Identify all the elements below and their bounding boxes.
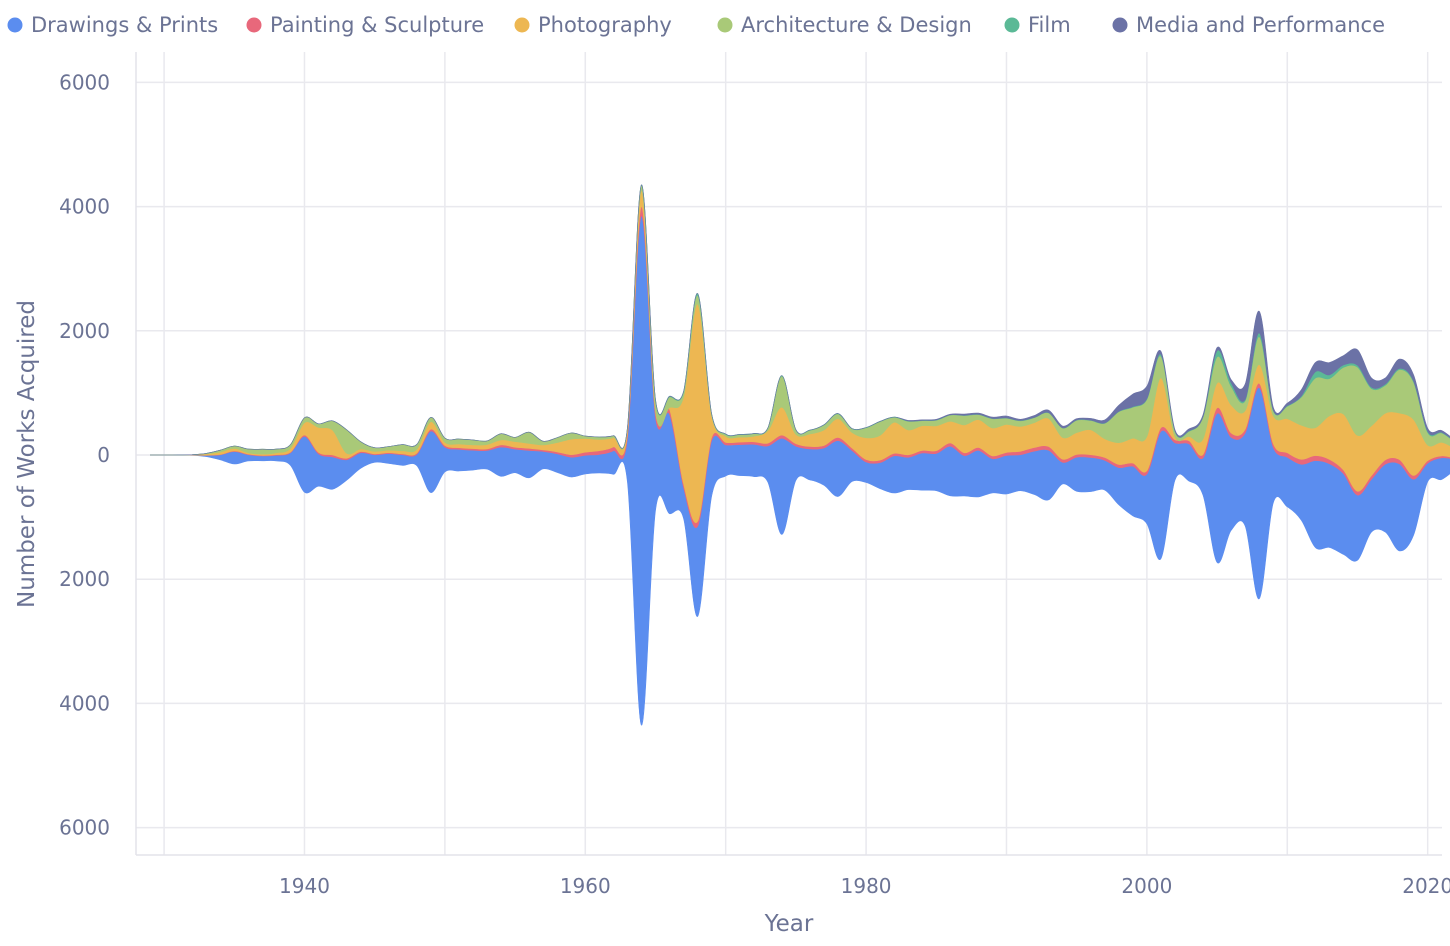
x-tick-label: 1980	[841, 874, 892, 898]
legend-label: Painting & Sculpture	[270, 13, 484, 37]
y-tick-label: 4000	[59, 691, 110, 715]
x-tick-label: 2000	[1121, 874, 1172, 898]
stream-media-and-performance	[149, 184, 1450, 456]
legend-label: Media and Performance	[1136, 13, 1385, 37]
x-axis-title: Year	[764, 911, 814, 937]
legend-swatch	[1004, 17, 1020, 33]
y-tick-label: 6000	[59, 816, 110, 840]
y-tick-label: 0	[97, 443, 110, 467]
stream-drawings-prints	[149, 215, 1450, 726]
legend-swatch	[1112, 17, 1128, 33]
legend-swatch	[514, 17, 530, 33]
x-tick-label: 1940	[279, 874, 330, 898]
y-tick-label: 6000	[59, 70, 110, 94]
y-tick-label: 2000	[59, 319, 110, 343]
legend-swatch	[717, 17, 733, 33]
legend-item-film[interactable]: Film	[1004, 13, 1071, 37]
y-tick-label: 4000	[59, 195, 110, 219]
legend-item-drawings-prints[interactable]: Drawings & Prints	[7, 13, 219, 37]
y-tick-label: 2000	[59, 567, 110, 591]
stream-layers	[149, 184, 1450, 726]
legend-item-media-and-performance[interactable]: Media and Performance	[1112, 13, 1386, 37]
tick-labels: 1940 1960 1980 2000 2020 6000 4000 2000 0 2000 400…	[59, 70, 1450, 898]
legend-item-architecture-design[interactable]: Architecture & Design	[717, 13, 972, 37]
legend-label: Film	[1028, 13, 1071, 37]
y-axis-title: Number of Works Acquired	[14, 300, 40, 608]
legend: Drawings & Prints Painting & Sculpture Pho…	[7, 13, 1386, 37]
legend-label: Drawings & Prints	[31, 13, 218, 37]
x-tick-label: 2020	[1402, 874, 1450, 898]
legend-label: Photography	[538, 13, 672, 37]
legend-item-painting-sculpture[interactable]: Painting & Sculpture	[246, 13, 485, 37]
x-tick-label: 1960	[560, 874, 611, 898]
legend-swatch	[7, 17, 23, 33]
legend-item-photography[interactable]: Photography	[514, 13, 672, 37]
axes	[135, 52, 1442, 856]
legend-swatch	[246, 17, 262, 33]
legend-label: Architecture & Design	[741, 13, 972, 37]
